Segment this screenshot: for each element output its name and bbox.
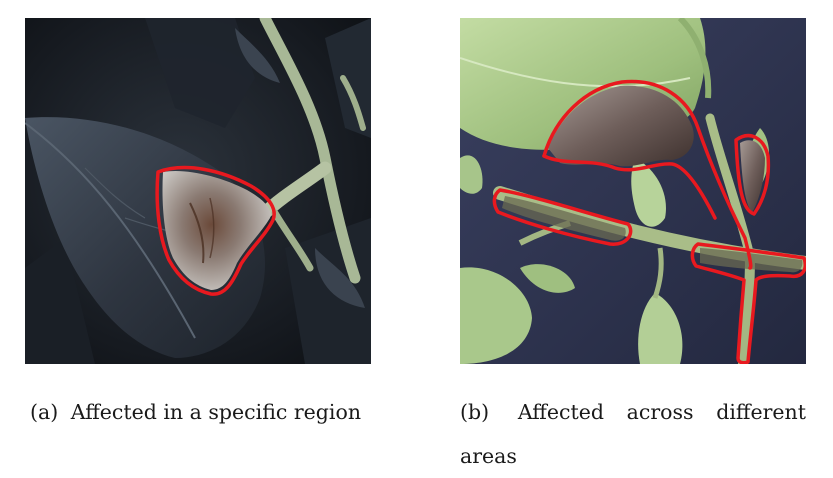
caption-b: (b) Affected across different areas (460, 390, 806, 478)
leaf-vein (84, 167, 146, 219)
plant-stem (258, 161, 332, 220)
small-leaf (460, 267, 532, 364)
leaf-vein (25, 122, 196, 339)
lesion-outline (542, 79, 753, 270)
caption-a: (a) Affected in a specific region (30, 390, 375, 434)
lesion-outline (155, 165, 276, 296)
figure-panel-b (460, 18, 806, 364)
lesion (502, 196, 626, 241)
lesion-outline (542, 154, 717, 220)
small-leaf (520, 264, 575, 293)
lesion-outline (690, 242, 806, 364)
plant-stem (259, 18, 361, 284)
lesion-outline (734, 134, 771, 216)
lesion (548, 85, 694, 167)
caption-label: (a) (30, 400, 59, 424)
figure-panel-a (25, 18, 371, 364)
plant-stem (652, 247, 664, 299)
plant-stem (738, 253, 755, 364)
background-leaf (145, 18, 255, 128)
leaf-with-single-lesion-icon (25, 18, 371, 364)
lesion (162, 170, 271, 290)
small-leaf (631, 158, 666, 227)
plant-stem (340, 75, 366, 131)
leaf-edge (677, 18, 712, 99)
caption-text: Affected across different areas (460, 400, 806, 468)
small-leaf (315, 248, 365, 308)
lesion-outline (492, 188, 633, 246)
small-leaf (460, 155, 483, 194)
small-leaf (235, 28, 280, 83)
plant-stem (271, 209, 314, 272)
background-leaf (25, 238, 95, 364)
leaf-with-multiple-lesions-icon (460, 18, 806, 364)
lesion-texture (189, 202, 205, 264)
caption-text: Affected in a specific region (70, 400, 362, 424)
lesion-texture (209, 197, 215, 259)
small-leaf (638, 293, 683, 364)
lesion (740, 140, 765, 213)
caption-label: (b) (460, 400, 490, 424)
